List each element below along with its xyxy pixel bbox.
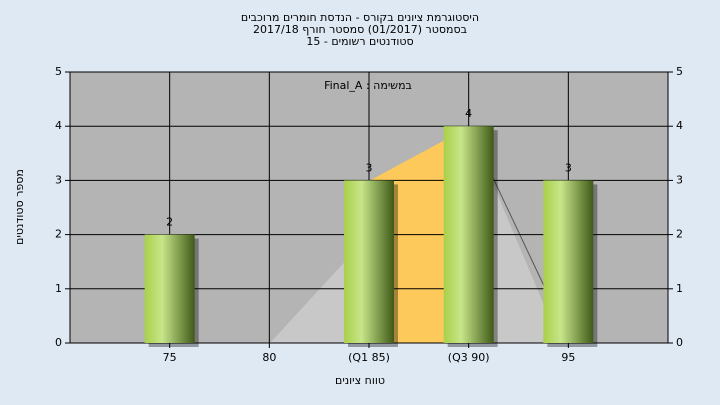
- y-tick-label: 5: [55, 65, 62, 78]
- data-label: 3: [565, 161, 572, 174]
- bar: [443, 126, 494, 343]
- x-tick-label: 75: [163, 351, 177, 364]
- x-axis-label: טווח ציונים: [335, 374, 385, 387]
- y2-tick-label: 1: [676, 282, 683, 295]
- bar: [144, 234, 195, 343]
- x-tick-label: (Q1 85): [348, 351, 390, 364]
- data-label: 3: [366, 161, 373, 174]
- bar: [543, 180, 594, 343]
- data-label: 2: [166, 216, 173, 229]
- y2-tick-label: 4: [676, 119, 683, 132]
- x-tick-label: 80: [262, 351, 276, 364]
- y-tick-label: 2: [55, 228, 62, 241]
- y-tick-label: 3: [55, 173, 62, 186]
- annotation: במשימה : Final_A: [324, 79, 412, 92]
- data-label: 4: [465, 107, 472, 120]
- y-tick-label: 4: [55, 119, 62, 132]
- bar: [344, 180, 394, 343]
- y-tick-label: 1: [55, 282, 62, 295]
- chart-subtitle: בסמסטר (01/2017) סמסטר חורף 2017/18: [253, 23, 467, 36]
- chart-subtitle: סטודנטים רשומים - 15: [306, 35, 413, 48]
- y-tick-label: 0: [55, 336, 62, 349]
- x-tick-label: 95: [561, 351, 575, 364]
- y2-tick-label: 0: [676, 336, 683, 349]
- y-axis-label: מספר סטודנטים: [13, 169, 26, 245]
- y2-tick-label: 2: [676, 228, 683, 241]
- y2-tick-label: 3: [676, 173, 683, 186]
- x-tick-label: (Q3 90): [448, 351, 490, 364]
- y2-tick-label: 5: [676, 65, 683, 78]
- chart-title: היסטוגרמת ציונים בקורס - הנדסת חומרים מר…: [241, 11, 479, 24]
